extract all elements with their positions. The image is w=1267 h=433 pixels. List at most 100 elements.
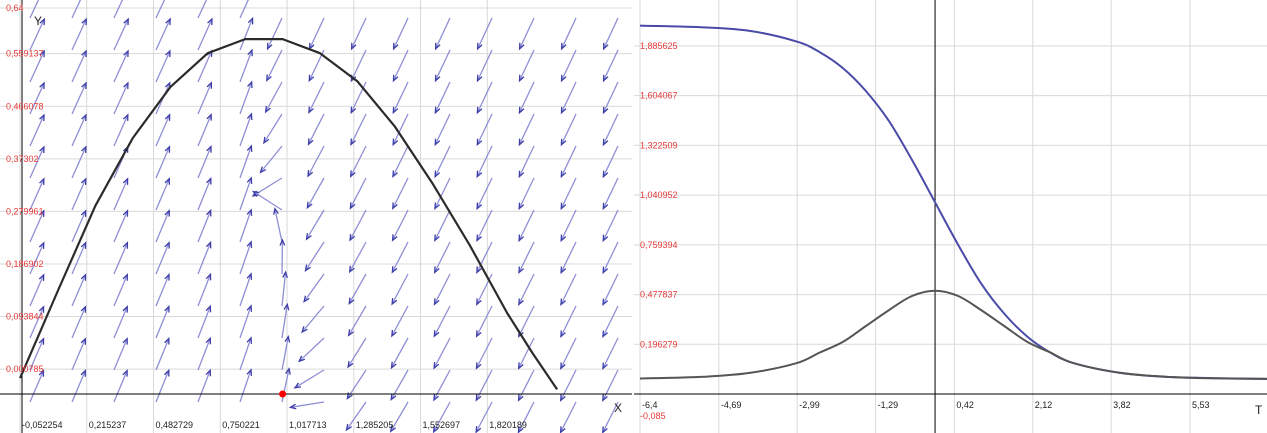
field-arrow-shaft [113, 18, 129, 51]
field-arrow-shaft [29, 370, 45, 403]
field-arrow-shaft [197, 210, 212, 243]
field-arrow-head [349, 170, 356, 178]
field-arrow-shaft [252, 177, 283, 197]
field-arrow-head [122, 369, 128, 377]
field-arrow-shaft [560, 209, 577, 241]
right-grid [634, 0, 1267, 433]
field-arrow-shaft [476, 305, 493, 337]
time-series-chart: -6,4 -4,69 -2,99 -1,29 0,42 2,12 3,82 5,53 1,885… [634, 0, 1267, 433]
field-arrow-shaft [155, 50, 171, 83]
field-arrow-head [304, 264, 311, 272]
field-arrow-head [282, 270, 288, 279]
left-solution-curve [19, 38, 559, 398]
field-arrow-shaft [239, 177, 252, 211]
field-arrow-head [273, 207, 279, 215]
field-arrow-head [602, 266, 609, 275]
field-arrow-shaft [71, 178, 87, 211]
field-arrow-shaft [239, 18, 254, 51]
field-arrow-head [476, 170, 483, 179]
field-arrow-head [346, 392, 353, 400]
field-arrow-shaft [560, 49, 577, 82]
field-arrow-shaft [29, 0, 40, 19]
field-arrow-shaft [393, 17, 409, 50]
field-arrow-head [122, 177, 129, 185]
field-arrow-shaft [517, 401, 535, 433]
field-arrow-head [560, 42, 567, 51]
field-arrow-head [602, 74, 609, 83]
field-arrow-shaft [475, 337, 493, 369]
field-arrow-head [246, 336, 253, 344]
field-arrow-head [518, 42, 525, 51]
field-arrow-head [602, 42, 609, 51]
field-arrow-head [301, 326, 308, 334]
t-tick-label: -2,99 [799, 400, 820, 410]
field-arrow-head [350, 42, 357, 51]
field-arrow-head [560, 202, 567, 211]
equilibrium-marker [279, 390, 287, 398]
field-arrow-head [247, 80, 253, 89]
field-arrow-shaft [29, 178, 45, 211]
field-arrow-shaft [392, 145, 409, 177]
field-arrow-shaft [348, 305, 367, 336]
field-arrow-head [81, 49, 87, 58]
field-arrow-shaft [71, 82, 87, 115]
field-arrow-shaft [71, 274, 87, 307]
field-arrow-shaft [602, 273, 619, 305]
field-arrow-shaft [602, 49, 619, 82]
right-curves [639, 24, 1267, 380]
field-arrow-shaft [349, 177, 367, 209]
t-axis-label: T [1255, 403, 1263, 417]
field-arrow-head [602, 202, 609, 211]
field-arrow-shaft [239, 337, 252, 371]
field-arrow-shaft [155, 242, 170, 275]
field-arrow-shaft [349, 209, 367, 241]
field-arrow-shaft [155, 210, 170, 243]
y-tick-label: 0,466078 [6, 101, 44, 111]
field-arrow-head [123, 81, 129, 89]
field-arrow-shaft [476, 241, 493, 273]
field-arrow-head [298, 355, 306, 363]
field-arrow-head [560, 74, 567, 83]
field-arrow-head [559, 426, 566, 433]
field-arrow-shaft [155, 306, 170, 339]
field-arrow-shaft [113, 370, 128, 403]
field-arrow-shaft [476, 49, 493, 82]
field-arrow-shaft [307, 113, 325, 145]
field-arrow-shaft [239, 241, 252, 275]
field-arrow-shaft [602, 401, 619, 433]
field-arrow-shaft [29, 18, 45, 51]
x-tick-label: 0,750221 [222, 420, 260, 430]
field-arrow-shaft [71, 210, 87, 243]
field-arrow-shaft [348, 273, 367, 304]
field-arrow-shaft [155, 338, 170, 371]
t-tick-label: 2,12 [1035, 400, 1053, 410]
right-tick-labels: -6,4 -4,69 -2,99 -1,29 0,42 2,12 3,82 5,53 1,885… [640, 41, 1210, 421]
field-arrow-head [122, 241, 129, 249]
field-arrow-head [349, 234, 356, 242]
field-arrow-head [308, 106, 314, 114]
field-arrow-shaft [197, 114, 212, 147]
field-arrow-head [434, 170, 441, 179]
t-tick-label: 5,53 [1192, 400, 1210, 410]
field-arrow-head [164, 273, 170, 281]
field-arrow-shaft [434, 81, 451, 113]
field-arrow-head [279, 238, 286, 246]
field-arrow-shaft [602, 209, 619, 241]
field-arrow-head [433, 330, 440, 338]
field-arrow-shaft [433, 369, 451, 401]
field-arrow-shaft [113, 50, 129, 83]
field-arrow-shaft [477, 17, 493, 50]
field-arrow-shaft [560, 113, 577, 145]
field-arrow-shaft [392, 113, 409, 145]
field-arrow-shaft [392, 49, 409, 82]
t-tick-label: 0,42 [956, 400, 974, 410]
field-arrow-head [602, 170, 609, 179]
y-tick-label: 0,093844 [6, 312, 44, 322]
field-arrow-head [307, 138, 314, 146]
field-arrow-head [602, 234, 609, 243]
x-tick-label: 1,552697 [423, 420, 461, 430]
field-arrow-head [164, 241, 170, 249]
field-arrow-head [247, 16, 254, 25]
field-arrow-shaft [519, 17, 535, 50]
field-arrow-shaft [309, 17, 325, 50]
